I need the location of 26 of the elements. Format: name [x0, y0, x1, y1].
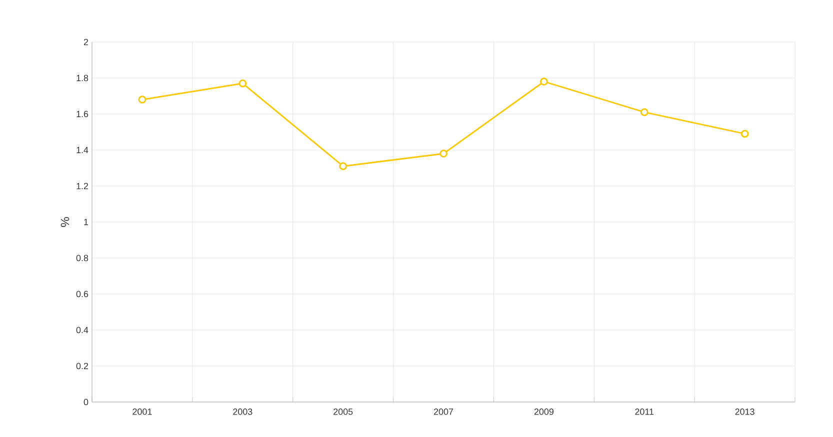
x-tick-label: 2009 [534, 408, 554, 415]
x-tick-label: 2005 [334, 408, 353, 415]
y-tick-label: 1 [84, 218, 88, 226]
point [640, 108, 648, 116]
y-tick-label: 0 [84, 398, 88, 406]
point [440, 150, 448, 158]
point [138, 96, 146, 104]
y-tick-label: 2 [84, 38, 88, 46]
y-tick-label: 0.2 [76, 362, 88, 370]
point [540, 78, 548, 86]
y-tick-label: 0.4 [76, 326, 88, 334]
x-tick-label: 2011 [635, 408, 654, 415]
point [238, 79, 247, 88]
x-tick-label: 2001 [132, 408, 152, 415]
y-axis-title: % [60, 217, 70, 227]
x-tick-label: 2013 [735, 408, 754, 415]
point [740, 130, 749, 138]
x-tick-label: 2003 [233, 408, 252, 415]
y-tick-label: 1.4 [76, 146, 88, 154]
y-tick-label: 1.2 [76, 182, 88, 190]
y-tick-label: 1.6 [76, 110, 88, 118]
y-tick-label: 0.6 [76, 290, 88, 298]
point [339, 162, 348, 170]
y-tick-label: 1.8 [76, 74, 88, 82]
x-tick-label: 2007 [434, 408, 454, 415]
y-tick-label: 0.8 [76, 254, 88, 262]
